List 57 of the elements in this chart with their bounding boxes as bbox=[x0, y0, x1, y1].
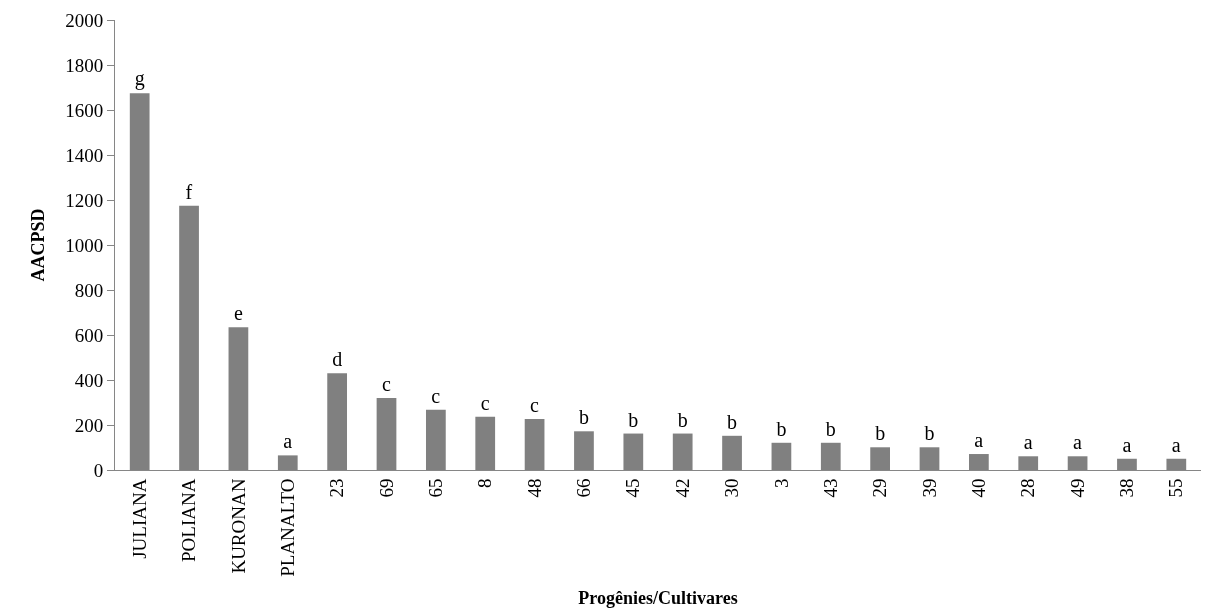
y-tick-label: 1800 bbox=[65, 54, 104, 76]
x-tick-label: 3 bbox=[770, 478, 792, 489]
x-tick-label: 49 bbox=[1066, 478, 1088, 498]
data-label: a bbox=[1171, 433, 1181, 456]
data-label: c bbox=[480, 391, 490, 414]
y-tick-label: 400 bbox=[74, 369, 104, 391]
y-tick-label: 200 bbox=[74, 414, 104, 436]
data-label: c bbox=[530, 393, 540, 416]
data-label: b bbox=[578, 406, 589, 429]
data-label: b bbox=[628, 408, 639, 431]
x-tick-label: 48 bbox=[523, 478, 545, 498]
x-tick-label: 8 bbox=[474, 478, 496, 489]
y-axis-title: AACPSD bbox=[28, 208, 49, 282]
data-label: b bbox=[875, 422, 886, 445]
x-tick-label: 66 bbox=[573, 478, 595, 498]
x-tick-label: JULIANA bbox=[128, 478, 150, 559]
x-tick-label: 38 bbox=[1116, 478, 1138, 498]
x-tick-label: 65 bbox=[425, 478, 447, 498]
x-tick-label: 43 bbox=[819, 478, 841, 498]
x-tick-label: 40 bbox=[968, 478, 990, 498]
data-label: a bbox=[1073, 431, 1083, 454]
y-tick-label: 600 bbox=[74, 324, 104, 346]
data-label: c bbox=[431, 384, 441, 407]
x-tick-label: 23 bbox=[326, 478, 348, 498]
x-tick-label: 30 bbox=[721, 478, 743, 498]
x-tick-label: 69 bbox=[375, 478, 397, 498]
data-label: e bbox=[233, 302, 243, 325]
data-label: d bbox=[332, 348, 343, 371]
x-tick-label: 39 bbox=[918, 478, 940, 498]
x-tick-label: PLANALTO bbox=[276, 478, 298, 577]
data-label: f bbox=[185, 180, 193, 203]
y-tick-label: 1400 bbox=[65, 144, 104, 166]
x-tick-label: 42 bbox=[671, 478, 693, 498]
data-label: b bbox=[677, 408, 688, 431]
data-label: a bbox=[1122, 433, 1132, 456]
data-label: b bbox=[924, 422, 935, 445]
y-tick-label: 0 bbox=[93, 459, 104, 481]
data-label: a bbox=[1023, 431, 1033, 454]
y-tick-label: 1600 bbox=[65, 99, 104, 121]
data-label: b bbox=[776, 417, 787, 440]
data-label: b bbox=[727, 410, 738, 433]
x-tick-label: 29 bbox=[869, 478, 891, 498]
x-axis-title: Progênies/Cultivares bbox=[578, 587, 738, 608]
y-tick-label: 1000 bbox=[65, 234, 104, 256]
y-tick-label: 2000 bbox=[65, 9, 104, 31]
x-tick-label: 55 bbox=[1165, 478, 1187, 498]
y-tick-label: 1200 bbox=[65, 189, 104, 211]
data-label: b bbox=[825, 417, 836, 440]
x-tick-label: KURONAN bbox=[227, 478, 249, 574]
x-tick-label: POLIANA bbox=[178, 478, 200, 562]
data-label: a bbox=[283, 430, 293, 453]
x-tick-label: 28 bbox=[1017, 478, 1039, 498]
data-label: a bbox=[974, 429, 984, 452]
y-tick-label: 800 bbox=[74, 279, 104, 301]
x-tick-label: 45 bbox=[622, 478, 644, 498]
data-label: g bbox=[134, 67, 145, 91]
data-label: c bbox=[382, 373, 391, 395]
